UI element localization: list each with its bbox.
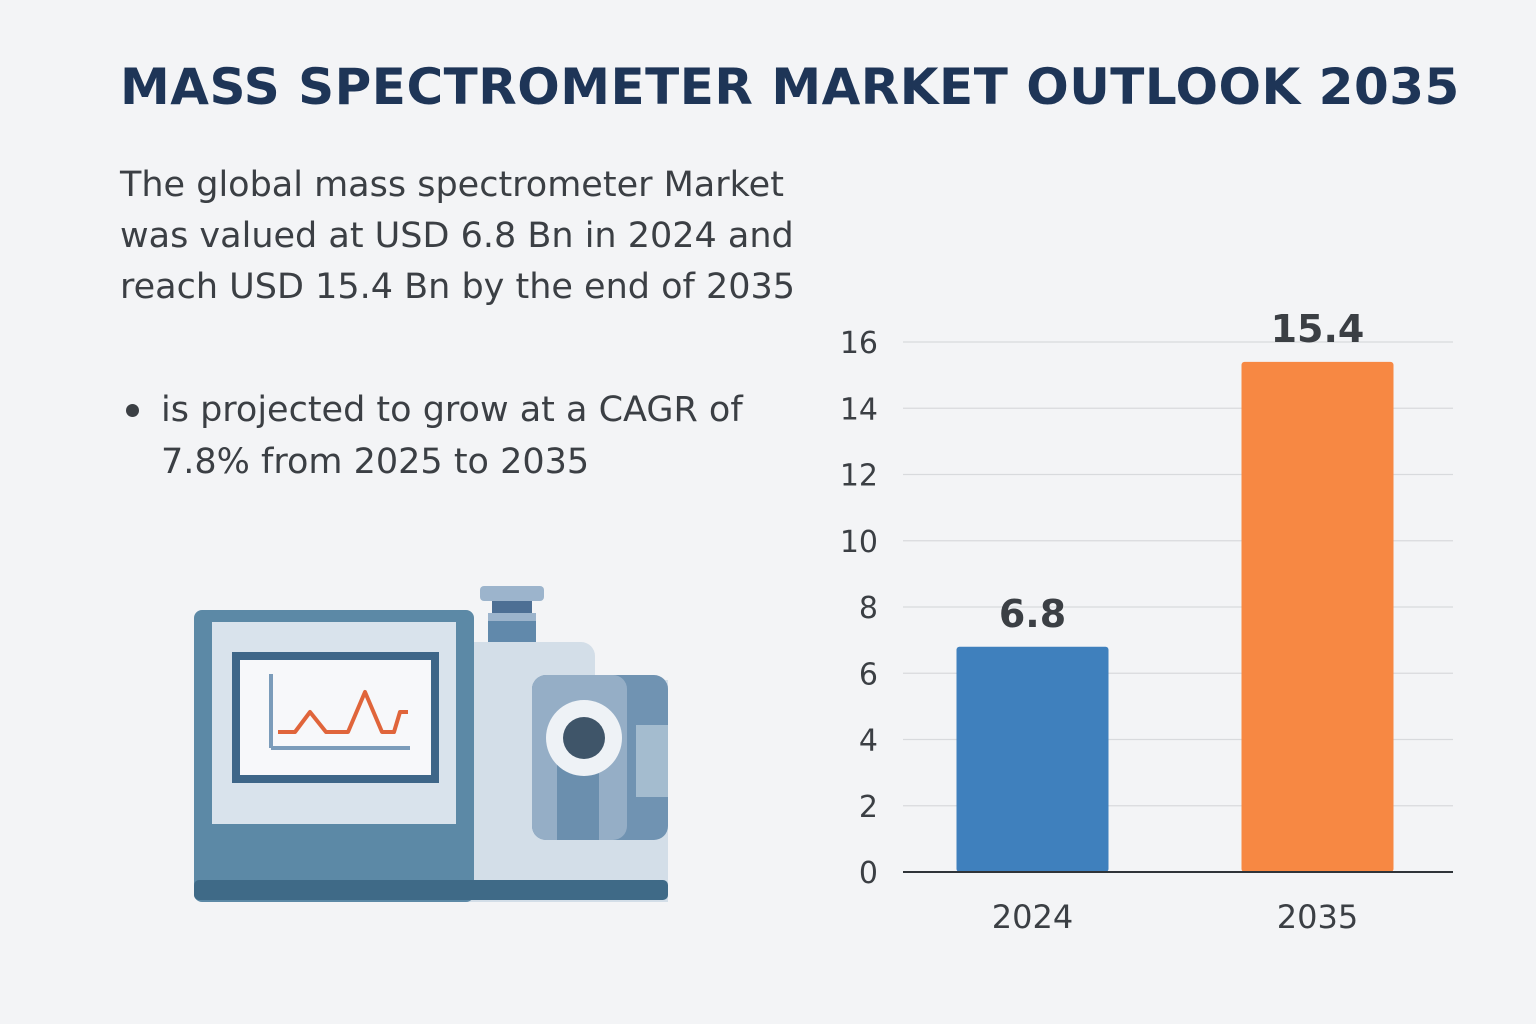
y-tick-label: 10	[840, 525, 878, 560]
mass-spectrometer-icon	[190, 580, 680, 914]
x-tick-label-2035: 2035	[1277, 898, 1358, 936]
y-tick-label: 2	[859, 790, 878, 825]
y-tick-label: 16	[840, 326, 878, 361]
data-label-2035: 15.4	[1271, 307, 1365, 351]
bar-2035	[1241, 361, 1394, 872]
y-tick-label: 14	[840, 392, 878, 427]
cagr-text: is projected to grow at a CAGR of 7.8% f…	[161, 390, 743, 482]
y-axis: 0 2 4 6 8 10 12 14 16	[840, 326, 878, 891]
y-tick-label: 4	[859, 724, 878, 759]
bars: 6.8 2024 15.4 2035	[956, 307, 1394, 936]
y-tick-label: 12	[840, 459, 878, 494]
y-tick-label: 0	[859, 856, 878, 891]
cagr-bullet: is projected to grow at a CAGR of 7.8% f…	[126, 384, 766, 488]
market-description: The global mass spectrometer Market was …	[120, 165, 796, 307]
data-label-2024: 6.8	[999, 592, 1066, 636]
y-tick-label: 6	[859, 657, 878, 692]
bar-2024	[956, 646, 1109, 872]
page-title: MASS SPECTROMETER MARKET OUTLOOK 2035	[120, 58, 1460, 116]
market-bar-chart: 0 2 4 6 8 10 12 14 16 6.8 2024 15.4 2035	[840, 307, 1453, 936]
x-tick-label-2024: 2024	[992, 898, 1073, 936]
bullet-icon	[126, 404, 139, 417]
y-tick-label: 8	[859, 591, 878, 626]
